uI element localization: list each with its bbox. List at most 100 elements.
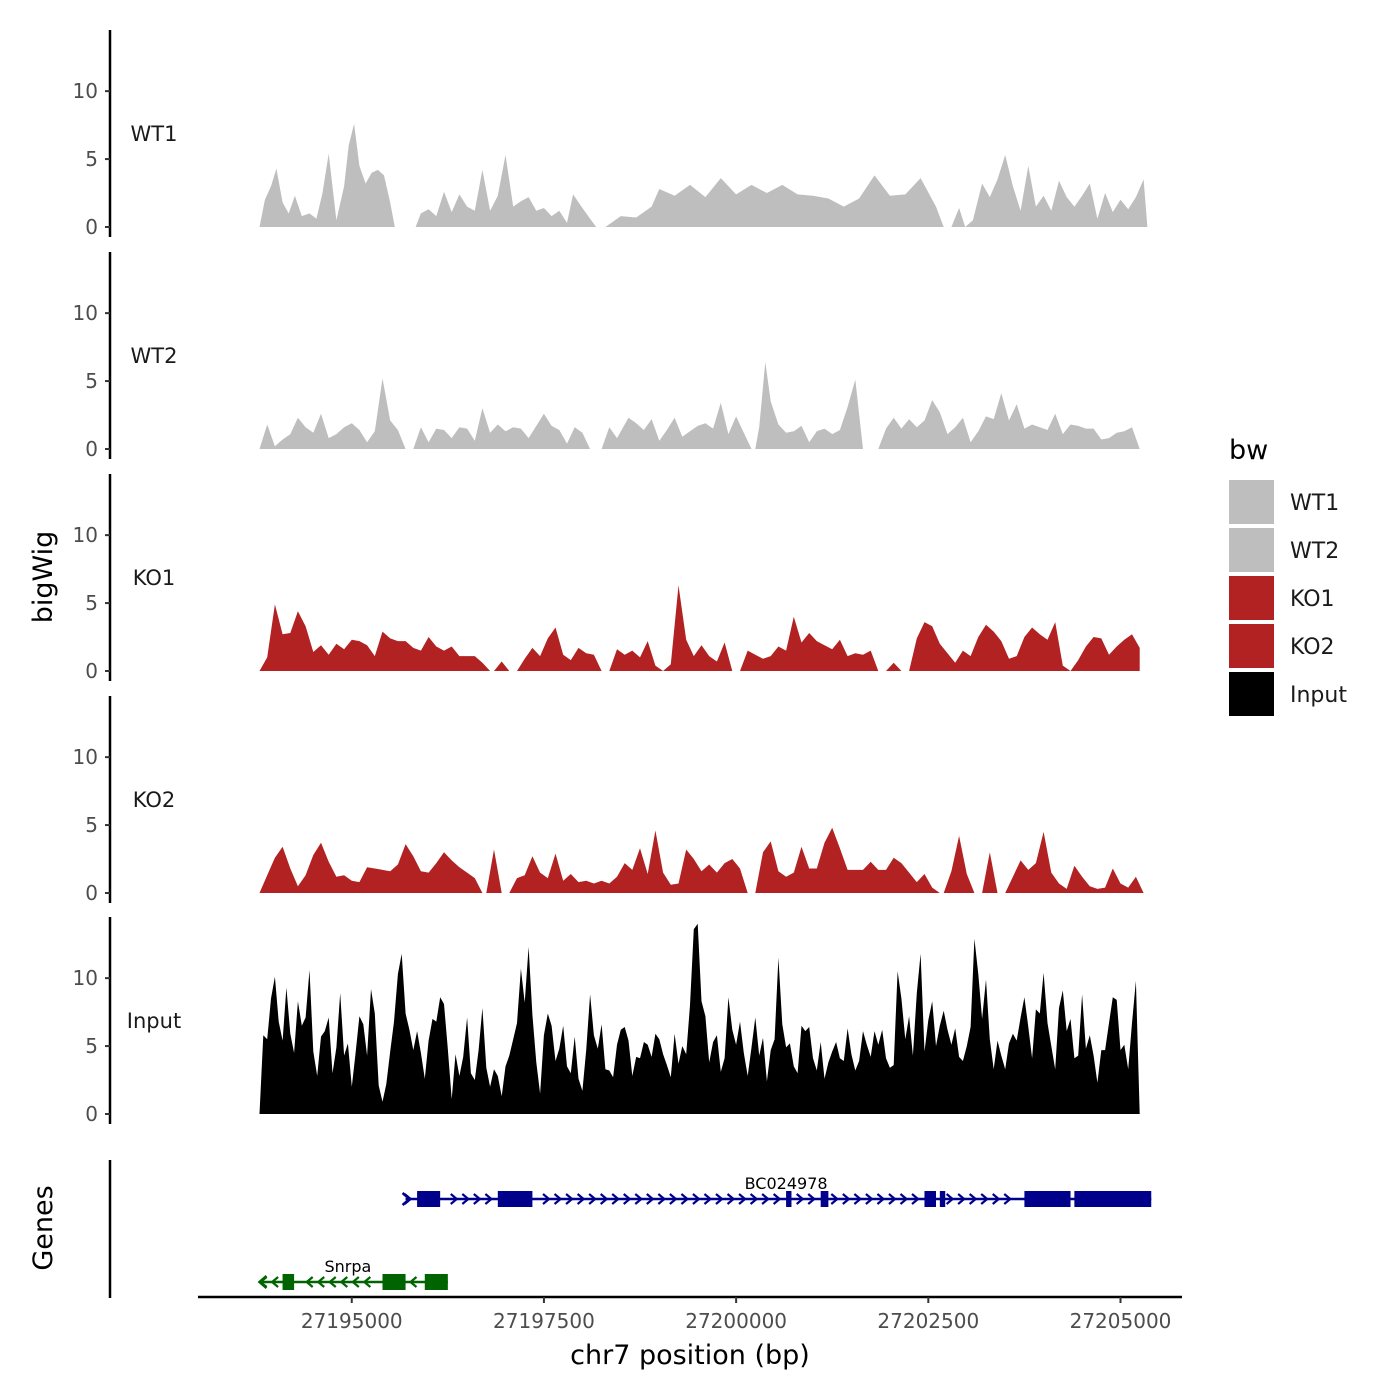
gene-bc024978-strand-arrow	[888, 1193, 897, 1205]
gene-bc024978-strand-arrow	[795, 1193, 805, 1205]
x-tick-label: 27197500	[493, 1309, 595, 1333]
gene-bc024978-strand-arrow	[553, 1193, 563, 1205]
gene-bc024978-exon	[1074, 1191, 1152, 1207]
gene-bc024978-strand-arrow	[565, 1193, 574, 1205]
gene-bc024978-strand-arrow	[842, 1193, 851, 1205]
gene-bc024978-strand-arrow	[542, 1193, 551, 1205]
gene-snrpa-label: Snrpa	[324, 1257, 371, 1276]
gene-snrpa-end-arrow	[257, 1275, 268, 1289]
x-tick-label: 27202500	[877, 1309, 979, 1333]
gene-snrpa-strand-arrow	[408, 1276, 418, 1288]
gene-bc024978-strand-arrow	[692, 1193, 701, 1205]
legend-swatch-wt2	[1229, 528, 1274, 572]
legend-title: bw	[1229, 435, 1268, 466]
gene-bc024978-strand-arrow	[968, 1193, 978, 1205]
track-ko1-area-4	[740, 616, 879, 671]
legend-label-wt2: WT2	[1290, 539, 1339, 564]
track-wt2-y-tick-label: 5	[85, 369, 98, 393]
track-ko1-area-1	[494, 661, 510, 671]
track-ko2-y-tick-label: 5	[85, 813, 98, 837]
gene-bc024978-strand-arrow	[623, 1193, 632, 1205]
y-axis-title: bigWig	[28, 531, 59, 624]
gene-bc024978-strand-arrow	[749, 1193, 759, 1205]
gene-snrpa-strand-arrow	[362, 1276, 372, 1288]
track-wt2-area-0	[259, 378, 406, 449]
legend-swatch-wt1	[1229, 480, 1274, 524]
track-wt1: 0 5 10 WT1	[73, 30, 1148, 239]
x-tick-label: 27205000	[1070, 1309, 1172, 1333]
track-ko2-area-0	[259, 842, 483, 893]
gene-bc024978: BC024978	[401, 1174, 1152, 1207]
track-wt1-y-tick-label: 5	[85, 147, 98, 171]
gene-bc024978-strand-arrow	[473, 1193, 482, 1205]
gene-bc024978-strand-arrow	[634, 1193, 643, 1205]
gene-snrpa: Snrpa	[257, 1257, 448, 1290]
track-input-y-tick-label: 10	[73, 966, 98, 990]
track-ko2: 0 5 10 KO2	[73, 696, 1144, 905]
gene-bc024978-strand-arrow	[715, 1193, 724, 1205]
gene-bc024978-strand-arrow	[726, 1193, 736, 1205]
gene-bc024978-strand-arrow	[669, 1193, 678, 1205]
gene-bc024978-exon	[417, 1191, 441, 1207]
track-ko2-area-2	[509, 830, 748, 893]
gene-bc024978-exon	[939, 1191, 946, 1207]
gene-bc024978-strand-arrow	[611, 1193, 620, 1205]
track-ko1: 0 5 10 KO1	[73, 474, 1140, 683]
gene-bc024978-strand-arrow	[646, 1193, 655, 1205]
track-input: 0 5 10 Input	[73, 917, 1140, 1126]
gene-bc024978-strand-arrow	[761, 1193, 770, 1205]
x-tick-label: 27195000	[301, 1309, 403, 1333]
track-ko2-area-6	[1005, 831, 1144, 893]
legend-swatch-input	[1229, 672, 1274, 716]
track-ko1-area-6	[909, 622, 1140, 671]
track-wt1-label: WT1	[131, 122, 178, 146]
gene-snrpa-exon	[382, 1274, 406, 1290]
gene-snrpa-strand-arrow	[351, 1276, 360, 1288]
gene-bc024978-strand-arrow	[738, 1193, 747, 1205]
legend-label-ko2: KO2	[1290, 635, 1335, 660]
gene-bc024978-strand-arrow	[450, 1193, 459, 1205]
track-ko2-area-4	[943, 835, 975, 893]
gene-snrpa-strand-arrow	[270, 1276, 279, 1288]
gene-bc024978-strand-arrow	[957, 1193, 966, 1205]
track-wt1-area-3	[951, 155, 1148, 227]
track-ko1-y-tick-label: 10	[73, 523, 98, 547]
genes-axis-title: Genes	[28, 1185, 59, 1270]
gene-bc024978-strand-arrow	[980, 1193, 989, 1205]
gene-bc024978-strand-arrow	[830, 1193, 840, 1205]
x-tick-label: 27200000	[685, 1309, 787, 1333]
gene-bc024978-exon	[820, 1191, 829, 1207]
genes-panel: BC024978 Snrpa	[108, 1160, 1152, 1298]
gene-bc024978-strand-arrow	[680, 1193, 690, 1205]
track-ko1-area-0	[259, 604, 491, 671]
x-axis-title: chr7 position (bp)	[570, 1340, 810, 1371]
track-wt1-y-tick-label: 10	[73, 79, 98, 103]
gene-bc024978-end-arrow	[401, 1192, 412, 1206]
track-wt2-area-2	[601, 402, 752, 449]
gene-bc024978-strand-arrow	[599, 1193, 609, 1205]
gene-bc024978-strand-arrow	[992, 1193, 1001, 1205]
track-wt1-area-1	[415, 155, 597, 227]
gene-snrpa-strand-arrow	[328, 1276, 337, 1288]
track-wt2-y-tick-label: 10	[73, 301, 98, 325]
legend-label-wt1: WT1	[1290, 491, 1339, 516]
track-ko1-area-3	[609, 585, 733, 671]
track-wt2: 0 5 10 WT2	[73, 252, 1140, 461]
track-wt1-area-2	[605, 175, 944, 227]
track-input-y-tick-label: 0	[85, 1102, 98, 1126]
track-ko2-area-3	[755, 827, 940, 893]
gene-snrpa-exon	[282, 1274, 295, 1290]
track-ko1-y-tick-label: 5	[85, 591, 98, 615]
legend: bw WT1 WT2 KO1 KO2 Input	[1229, 435, 1347, 716]
legend-label-ko1: KO1	[1290, 587, 1335, 612]
track-ko1-y-tick-label: 0	[85, 659, 98, 683]
track-ko2-y-tick-label: 10	[73, 745, 98, 769]
gene-bc024978-exon	[924, 1191, 936, 1207]
gene-bc024978-strand-arrow	[703, 1193, 713, 1205]
track-wt2-label: WT2	[131, 344, 178, 368]
gene-bc024978-exon	[786, 1191, 792, 1207]
track-input-y-tick-label: 5	[85, 1034, 98, 1058]
track-wt2-area-1	[413, 408, 591, 449]
gene-bc024978-exon	[497, 1191, 533, 1207]
